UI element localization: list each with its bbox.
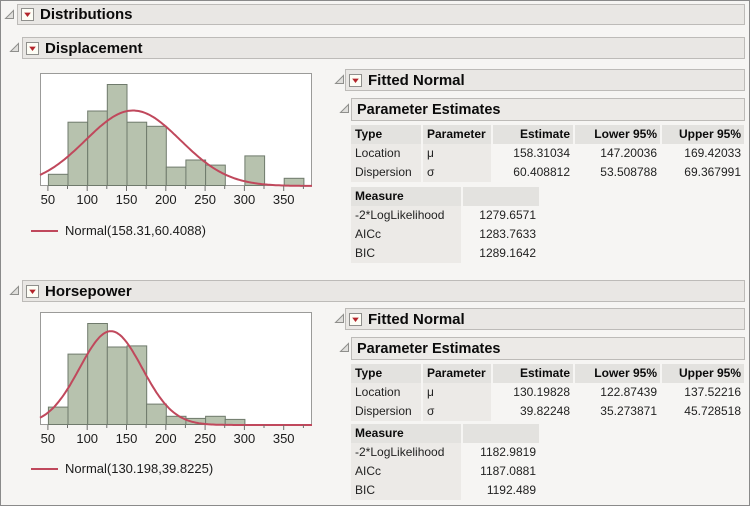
measure-value: 1187.0881 — [480, 464, 536, 478]
cell-estimate: 39.82248 — [519, 404, 570, 418]
outline-bar-distributions[interactable]: Distributions — [17, 4, 745, 25]
cell-parameter: σ — [423, 163, 491, 182]
outline-bar-horsepower[interactable]: Horsepower — [22, 280, 745, 302]
horsepower-fit-legend: Normal(130.198,39.8225) — [31, 461, 213, 476]
cell-upper95: 69.367991 — [684, 165, 741, 179]
measure-label: BIC — [351, 244, 461, 263]
svg-text:50: 50 — [41, 192, 55, 207]
svg-text:300: 300 — [234, 192, 256, 207]
measure-label: BIC — [351, 481, 461, 500]
cell-type: Dispersion — [351, 163, 421, 182]
measure-value: 1283.7633 — [479, 227, 536, 241]
cell-lower95: 147.20036 — [600, 146, 657, 160]
section-title-horsepower: Horsepower — [45, 282, 132, 300]
outline-bar-parameter-estimates-displacement[interactable]: Parameter Estimates — [351, 98, 745, 121]
measure-table: Measure -2*LogLikelihood 1279.6571 AICc … — [351, 187, 539, 263]
red-triangle-menu-icon[interactable] — [21, 8, 34, 21]
cell-type: Location — [351, 144, 421, 163]
fitted-normal-title: Fitted Normal — [368, 71, 465, 89]
svg-text:200: 200 — [155, 431, 177, 446]
horsepower-histogram[interactable]: 50 100 150 200 250 300 350 — [39, 312, 324, 457]
cell-upper95: 45.728518 — [684, 404, 741, 418]
cell-estimate: 130.19828 — [513, 385, 570, 399]
outline-bar-parameter-estimates-horsepower[interactable]: Parameter Estimates — [351, 337, 745, 360]
cell-parameter: μ — [423, 383, 491, 402]
disclosure-icon-fitted-normal[interactable] — [334, 313, 345, 324]
red-triangle-menu-icon[interactable] — [26, 284, 39, 298]
col-header-lower95: Lower 95% — [575, 125, 660, 144]
svg-text:200: 200 — [155, 192, 177, 207]
cell-upper95: 137.52216 — [684, 385, 741, 399]
measure-value: 1182.9819 — [480, 445, 536, 459]
col-header-upper95: Upper 95% — [662, 364, 744, 383]
svg-text:100: 100 — [76, 431, 98, 446]
measure-label: -2*LogLikelihood — [351, 443, 461, 462]
normal-curve-legend-label: Normal(130.198,39.8225) — [65, 461, 214, 476]
svg-text:250: 250 — [194, 431, 216, 446]
svg-text:50: 50 — [41, 431, 55, 446]
measure-value: 1289.1642 — [479, 246, 536, 260]
cell-type: Dispersion — [351, 402, 421, 421]
disclosure-icon-parameter-estimates[interactable] — [339, 342, 350, 353]
measure-header: Measure — [351, 424, 461, 443]
normal-curve-legend-line — [31, 229, 58, 232]
report-title: Distributions — [40, 6, 133, 23]
parameter-estimates-title: Parameter Estimates — [357, 101, 501, 118]
cell-lower95: 53.508788 — [600, 165, 657, 179]
col-header-type: Type — [351, 364, 421, 383]
section-title-displacement: Displacement — [45, 39, 143, 57]
svg-text:250: 250 — [194, 192, 216, 207]
measure-table: Measure -2*LogLikelihood 1182.9819 AICc … — [351, 424, 539, 500]
col-header-parameter: Parameter — [423, 364, 491, 383]
disclosure-icon-fitted-normal[interactable] — [334, 74, 345, 85]
measure-value: 1192.489 — [486, 483, 536, 497]
red-triangle-menu-icon[interactable] — [349, 312, 362, 326]
measure-value: 1279.6571 — [479, 208, 536, 222]
measure-label: AICc — [351, 462, 461, 481]
red-triangle-menu-icon[interactable] — [349, 73, 362, 87]
cell-lower95: 122.87439 — [600, 385, 657, 399]
cell-parameter: σ — [423, 402, 491, 421]
outline-bar-fitted-normal-horsepower[interactable]: Fitted Normal — [345, 308, 745, 330]
normal-curve-legend-line — [31, 467, 58, 470]
measure-header-value — [463, 424, 539, 443]
disclosure-icon-distributions[interactable] — [4, 9, 15, 20]
outline-bar-displacement[interactable]: Displacement — [22, 37, 745, 59]
col-header-parameter: Parameter — [423, 125, 491, 144]
displacement-histogram[interactable]: 50 100 150 200 250 300 350 — [39, 73, 324, 218]
parameter-estimates-table: Type Parameter Estimate Lower 95% Upper … — [351, 125, 744, 182]
displacement-fit-legend: Normal(158.31,60.4088) — [31, 223, 206, 238]
cell-type: Location — [351, 383, 421, 402]
col-header-estimate: Estimate — [493, 364, 573, 383]
red-triangle-menu-icon[interactable] — [26, 41, 39, 55]
cell-estimate: 158.31034 — [513, 146, 570, 160]
cell-upper95: 169.42033 — [684, 146, 741, 160]
cell-lower95: 35.273871 — [600, 404, 657, 418]
cell-parameter: μ — [423, 144, 491, 163]
svg-text:350: 350 — [273, 431, 295, 446]
measure-label: AICc — [351, 225, 461, 244]
measure-header-value — [463, 187, 539, 206]
svg-text:150: 150 — [116, 192, 138, 207]
svg-text:300: 300 — [234, 431, 256, 446]
col-header-estimate: Estimate — [493, 125, 573, 144]
svg-text:100: 100 — [76, 192, 98, 207]
parameter-estimates-table: Type Parameter Estimate Lower 95% Upper … — [351, 364, 744, 421]
cell-estimate: 60.408812 — [513, 165, 570, 179]
measure-header: Measure — [351, 187, 461, 206]
normal-curve-legend-label: Normal(158.31,60.4088) — [65, 223, 206, 238]
outline-bar-fitted-normal-displacement[interactable]: Fitted Normal — [345, 69, 745, 91]
svg-text:150: 150 — [116, 431, 138, 446]
fitted-normal-title: Fitted Normal — [368, 310, 465, 328]
col-header-upper95: Upper 95% — [662, 125, 744, 144]
svg-text:350: 350 — [273, 192, 295, 207]
parameter-estimates-title: Parameter Estimates — [357, 340, 501, 357]
col-header-lower95: Lower 95% — [575, 364, 660, 383]
col-header-type: Type — [351, 125, 421, 144]
disclosure-icon-displacement[interactable] — [9, 42, 20, 53]
disclosure-icon-parameter-estimates[interactable] — [339, 103, 350, 114]
measure-label: -2*LogLikelihood — [351, 206, 461, 225]
disclosure-icon-horsepower[interactable] — [9, 285, 20, 296]
